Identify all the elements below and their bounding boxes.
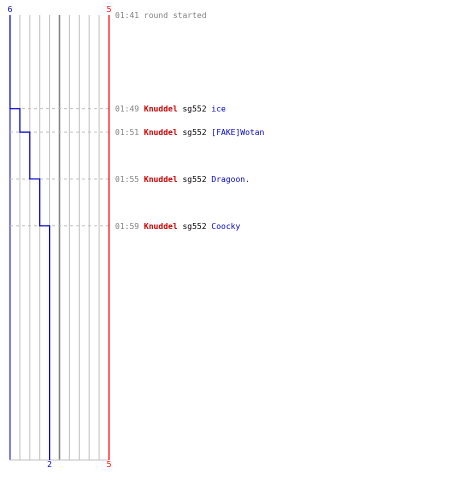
event-row: 01:59 Knuddel sg552 Coocky [115,222,240,231]
event-killer: Knuddel [144,222,178,231]
team-b-start-count: 5 [107,5,112,14]
team-a-count-line [9,15,51,460]
event-row: 01:41 round started [115,11,207,20]
team-a-end-count: 2 [47,460,52,469]
grid-lines [9,15,110,461]
event-row: 01:51 Knuddel sg552 [FAKE]Wotan [115,128,265,137]
event-killer: Knuddel [144,175,178,184]
event-time: 01:41 [115,11,139,20]
event-row: 01:55 Knuddel sg552 Dragoon. [115,175,250,184]
event-time: 01:59 [115,222,139,231]
event-victim: Dragoon. [211,175,250,184]
event-guide-lines [10,108,112,227]
event-victim: ice [211,105,226,114]
team-count-lines [9,15,110,460]
event-note: round started [144,11,207,20]
event-victim: Coocky [211,222,240,231]
event-weapon: sg552 [182,222,206,231]
event-killer: Knuddel [144,128,178,137]
count-labels: 6 5 2 5 [8,5,112,469]
event-time: 01:51 [115,128,139,137]
event-weapon: sg552 [182,175,206,184]
event-weapon: sg552 [182,128,206,137]
event-weapon: sg552 [182,105,206,114]
event-time: 01:49 [115,105,139,114]
event-time: 01:55 [115,175,139,184]
event-row: 01:49 Knuddel sg552 ice [115,105,226,114]
team-b-end-count: 5 [107,460,112,469]
event-victim: [FAKE]Wotan [211,128,264,137]
event-killer: Knuddel [144,105,178,114]
event-log: 01:41 round started 01:49 Knuddel sg552 i… [115,11,265,231]
team-a-start-count: 6 [8,5,13,14]
